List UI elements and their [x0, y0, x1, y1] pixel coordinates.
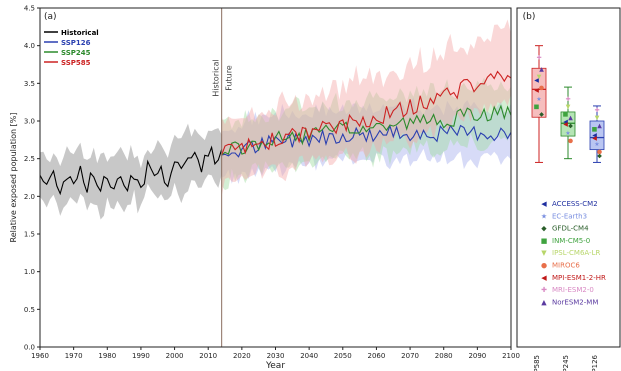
- model-marker-noresm2-mm: ▲: [539, 66, 544, 73]
- x-tick-label: 2100: [502, 352, 520, 360]
- y-tick-label: 4.0: [24, 42, 35, 50]
- model-marker-inm-cm5-0: ■: [534, 103, 540, 110]
- box-category-label: SSP126: [591, 354, 599, 371]
- x-tick-label: 1970: [65, 352, 83, 360]
- x-tick-label: 2060: [368, 352, 386, 360]
- x-tick-label: 2050: [334, 352, 352, 360]
- x-tick-label: 2040: [300, 352, 318, 360]
- x-tick-label: 2010: [199, 352, 217, 360]
- x-tick-label: 2070: [401, 352, 419, 360]
- box-ssp585: [531, 67, 547, 118]
- y-tick-label: 2.0: [24, 193, 35, 201]
- model-marker-gfdl-cm4: ◆: [568, 122, 573, 129]
- y-tick-label: 3.0: [24, 118, 35, 126]
- axes-frame-b: [516, 7, 621, 348]
- legend-label-ssp585: SSP585: [61, 59, 91, 67]
- legend-label-historical: Historical: [61, 29, 99, 37]
- model-marker-inm-cm5-0: ■: [592, 126, 598, 133]
- legend-model-ec-earth3: EC-Earth3: [552, 212, 587, 220]
- model-marker-ipsl-cm6a-lr: ▼: [537, 73, 542, 80]
- divider-label-historical: Historical: [212, 59, 221, 96]
- legend-model-mri-esm2-0: MRI-ESM2-0: [552, 286, 594, 294]
- legend-label-ssp245: SSP245: [61, 49, 91, 57]
- legend-model-ipsl-cm6a-lr: IPSL-CM6A-LR: [552, 249, 600, 257]
- model-marker-gfdl-cm4: ◆: [539, 111, 544, 118]
- model-marker-access-cm2: ◀: [534, 77, 539, 84]
- legend-marker-ipsl-cm6a-lr: ▼: [541, 249, 547, 257]
- model-marker-ipsl-cm6a-lr: ▼: [566, 103, 571, 110]
- band-historical: [40, 123, 222, 220]
- model-marker-mri-esm2-0: ✚: [594, 107, 599, 114]
- model-marker-access-cm2: ◀: [563, 119, 568, 126]
- legend-marker-access-cm2: ◀: [541, 200, 547, 208]
- legend-model-inm-cm5-0: INM-CM5-0: [552, 237, 590, 245]
- x-tick-label: 1980: [98, 352, 116, 360]
- panel-label-a: (a): [44, 12, 57, 22]
- model-marker-ec-earth3: ★: [536, 96, 541, 103]
- legend-marker-inm-cm5-0: ■: [541, 237, 548, 245]
- legend-model-mpi-esm1-2-hr: MPI-ESM1-2-HR: [552, 274, 606, 282]
- legend-label-ssp126: SSP126: [61, 39, 91, 47]
- panel-label-b: (b): [523, 12, 536, 22]
- model-marker-mri-esm2-0: ✚: [565, 96, 570, 103]
- x-tick-label: 2000: [166, 352, 184, 360]
- y-tick-label: 2.5: [24, 155, 35, 163]
- x-tick-label: 2020: [233, 352, 251, 360]
- band-ssp585: [221, 19, 511, 196]
- legend-model-gfdl-cm4: GFDL-CM4: [552, 225, 589, 233]
- model-marker-noresm2-mm: ▲: [597, 122, 602, 129]
- model-marker-noresm2-mm: ▲: [568, 115, 573, 122]
- band-ssp245: [221, 77, 511, 191]
- divider-label-future: Future: [225, 65, 234, 91]
- model-marker-mri-esm2-0: ✚: [536, 54, 541, 61]
- model-marker-mpi-esm1-2-hr: ◀: [563, 121, 568, 128]
- x-tick-label: 2090: [468, 352, 486, 360]
- model-marker-mpi-esm1-2-hr: ◀: [592, 135, 597, 142]
- line-ssp126: [221, 124, 512, 158]
- legend-marker-mpi-esm1-2-hr: ◀: [541, 274, 547, 282]
- model-marker-mpi-esm1-2-hr: ◀: [534, 87, 539, 94]
- model-marker-inm-cm5-0: ■: [563, 111, 569, 118]
- y-tick-label: 1.0: [24, 268, 35, 276]
- box-category-label: SSP585: [533, 355, 541, 371]
- y-tick-label: 0.5: [24, 306, 35, 314]
- x-tick-label: 1990: [132, 352, 150, 360]
- legend-marker-ec-earth3: ★: [541, 212, 547, 220]
- model-marker-ec-earth3: ★: [594, 141, 599, 148]
- box-ssp126: [589, 120, 605, 151]
- model-marker-gfdl-cm4: ◆: [597, 152, 602, 159]
- x-tick-label: 1960: [31, 352, 49, 360]
- model-marker-miroc6: ●: [568, 137, 573, 144]
- legend-model-access-cm2: ACCESS-CM2: [552, 200, 598, 208]
- legend-model-noresm2-mm: NorESM2-MM: [552, 298, 598, 306]
- legend-marker-miroc6: ●: [541, 262, 547, 270]
- y-axis-label: Relative exposed population [%]: [9, 113, 18, 243]
- line-ssp585: [221, 70, 512, 156]
- box-ssp245: [560, 111, 576, 137]
- y-tick-label: 4.5: [24, 5, 35, 13]
- x-tick-label: 2080: [435, 352, 453, 360]
- model-marker-miroc6: ●: [597, 149, 602, 156]
- line-historical: [39, 145, 223, 196]
- box-category-label: SSP245: [562, 355, 570, 371]
- model-marker-miroc6: ●: [539, 85, 544, 92]
- legend-marker-mri-esm2-0: ✚: [541, 286, 547, 294]
- model-marker-access-cm2: ◀: [592, 132, 597, 139]
- x-tick-label: 2030: [267, 352, 285, 360]
- model-marker-ec-earth3: ★: [565, 130, 570, 137]
- legend-marker-gfdl-cm4: ◆: [541, 225, 547, 233]
- legend-marker-noresm2-mm: ▲: [541, 298, 547, 306]
- legend-model-miroc6: MIROC6: [552, 262, 580, 270]
- x-axis-label: Year: [265, 361, 285, 371]
- model-marker-ipsl-cm6a-lr: ▼: [595, 115, 600, 122]
- y-tick-label: 3.5: [24, 80, 35, 88]
- y-tick-label: 0.0: [24, 344, 35, 352]
- y-tick-label: 1.5: [24, 231, 35, 239]
